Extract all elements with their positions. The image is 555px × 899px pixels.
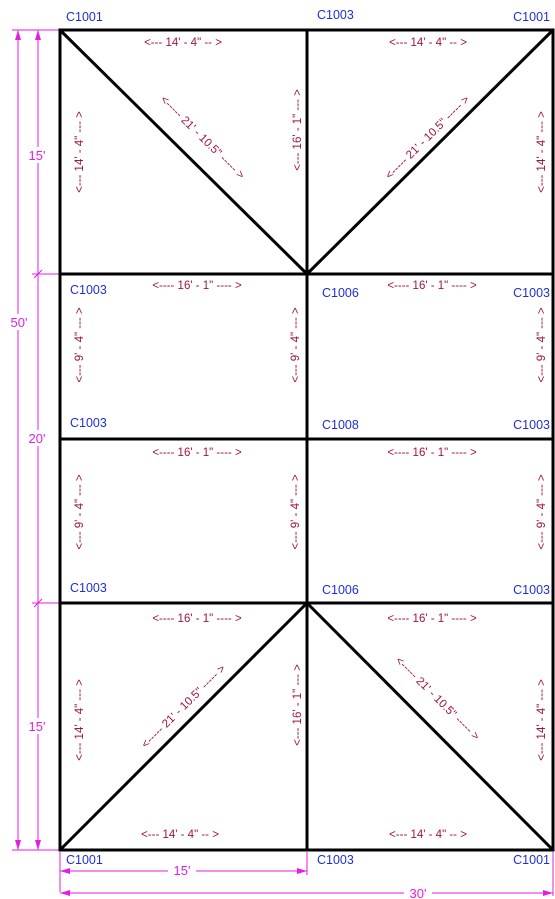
member-length-label: <--- 14' - 4" --- > — [74, 111, 86, 193]
dim-label-bg — [404, 885, 432, 899]
node-label: C1001 — [66, 853, 103, 867]
member-length-label: <--- 14' - 4" --- > — [536, 679, 548, 761]
dim-label-bg — [26, 718, 50, 734]
top-section-label: 15' — [29, 148, 46, 163]
dim-label-bg — [6, 314, 32, 330]
arrowhead — [60, 868, 70, 874]
member-length-label: <----- 21' - 10.5" ----- > — [384, 94, 473, 182]
node-label: C1003 — [70, 581, 107, 595]
arrowhead — [15, 840, 21, 850]
arrowhead — [35, 30, 41, 40]
member-length-label: <--- 14' - 4" -- > — [144, 37, 222, 49]
dimension-arrowheads — [15, 30, 553, 896]
node-label: C1003 — [317, 853, 354, 867]
member-length-label: <---- 16' - 1" ---- > — [152, 613, 242, 625]
member-length-label: <---- 16' - 1" ---- > — [387, 613, 477, 625]
node-label: C1008 — [322, 418, 359, 432]
member-length-label: <--- 14' - 4" --- > — [74, 679, 86, 761]
arrowhead — [543, 890, 553, 896]
member-length-label: <--- 16' - 1" --- > — [292, 89, 304, 171]
member-length-label: <--- 9' - 4" --- > — [536, 474, 548, 550]
node-label: C1003 — [70, 283, 107, 297]
dim-label-bg — [168, 860, 196, 874]
bottom-section-label: 15' — [29, 719, 46, 734]
overall-width-label: 30' — [410, 886, 427, 899]
half-width-label: 15' — [174, 863, 191, 878]
member-length-label: <--- 14' - 4" --- > — [536, 111, 548, 193]
member-length-label: <--- 9' - 4" --- > — [536, 307, 548, 383]
node-label: C1003 — [513, 583, 550, 597]
member-length-label: <--- 9' - 4" --- > — [290, 474, 302, 550]
arrowhead — [35, 840, 41, 850]
node-label: C1006 — [322, 286, 359, 300]
member-length-label: <--- 14' - 4" -- > — [389, 37, 467, 49]
arrowhead — [297, 868, 307, 874]
node-label: C1006 — [322, 583, 359, 597]
top-left-diagonal — [58, 28, 309, 276]
member-length-label: <--- 14' - 4" -- > — [141, 829, 219, 841]
member-length-label: <--- 9' - 4" --- > — [74, 474, 86, 550]
node-label: C1001 — [66, 10, 103, 24]
dimension-labels: 50' 15' 20' 15' 15' 30' — [6, 147, 432, 899]
dimension-ticks — [33, 269, 43, 608]
arrowhead — [15, 30, 21, 40]
member-length-label: <--- 9' - 4" --- > — [290, 307, 302, 383]
node-label: C1001 — [513, 853, 550, 867]
frame-members — [58, 28, 555, 852]
bottom-right-diagonal — [305, 601, 555, 852]
overall-height-label: 50' — [11, 315, 28, 330]
node-label: C1003 — [513, 286, 550, 300]
member-length-label: <---- 16' - 1" ---- > — [387, 280, 477, 292]
dim-label-bg — [26, 147, 50, 163]
node-label: C1003 — [513, 418, 550, 432]
member-length-label: <---- 16' - 1" ---- > — [152, 280, 242, 292]
member-length-label: <--- 9' - 4" --- > — [74, 307, 86, 383]
member-length-label: <----- 21' - 10.5" ----- > — [140, 663, 229, 751]
middle-section-label: 20' — [29, 431, 46, 446]
member-length-label: <---- 16' - 1" ---- > — [152, 447, 242, 459]
member-length-label: <--- 16' - 1" --- > — [292, 664, 304, 746]
tick — [33, 598, 43, 608]
node-label: C1001 — [513, 10, 550, 24]
node-label: C1003 — [317, 8, 354, 22]
arrowhead — [60, 890, 70, 896]
node-label: C1003 — [70, 416, 107, 430]
top-right-diagonal — [305, 28, 555, 276]
bottom-left-diagonal — [58, 601, 309, 852]
dim-label-bg — [26, 430, 50, 446]
member-length-label: <----- 21' - 10.5" ----- > — [393, 655, 482, 743]
tick — [33, 269, 43, 279]
member-length-label: <--- 14' - 4" -- > — [389, 829, 467, 841]
member-length-label: <---- 16' - 1" ---- > — [387, 447, 477, 459]
dimension-lines — [12, 29, 554, 896]
node-labels: C1001 C1003 C1001 C1003 C1006 C1003 C100… — [66, 8, 550, 867]
